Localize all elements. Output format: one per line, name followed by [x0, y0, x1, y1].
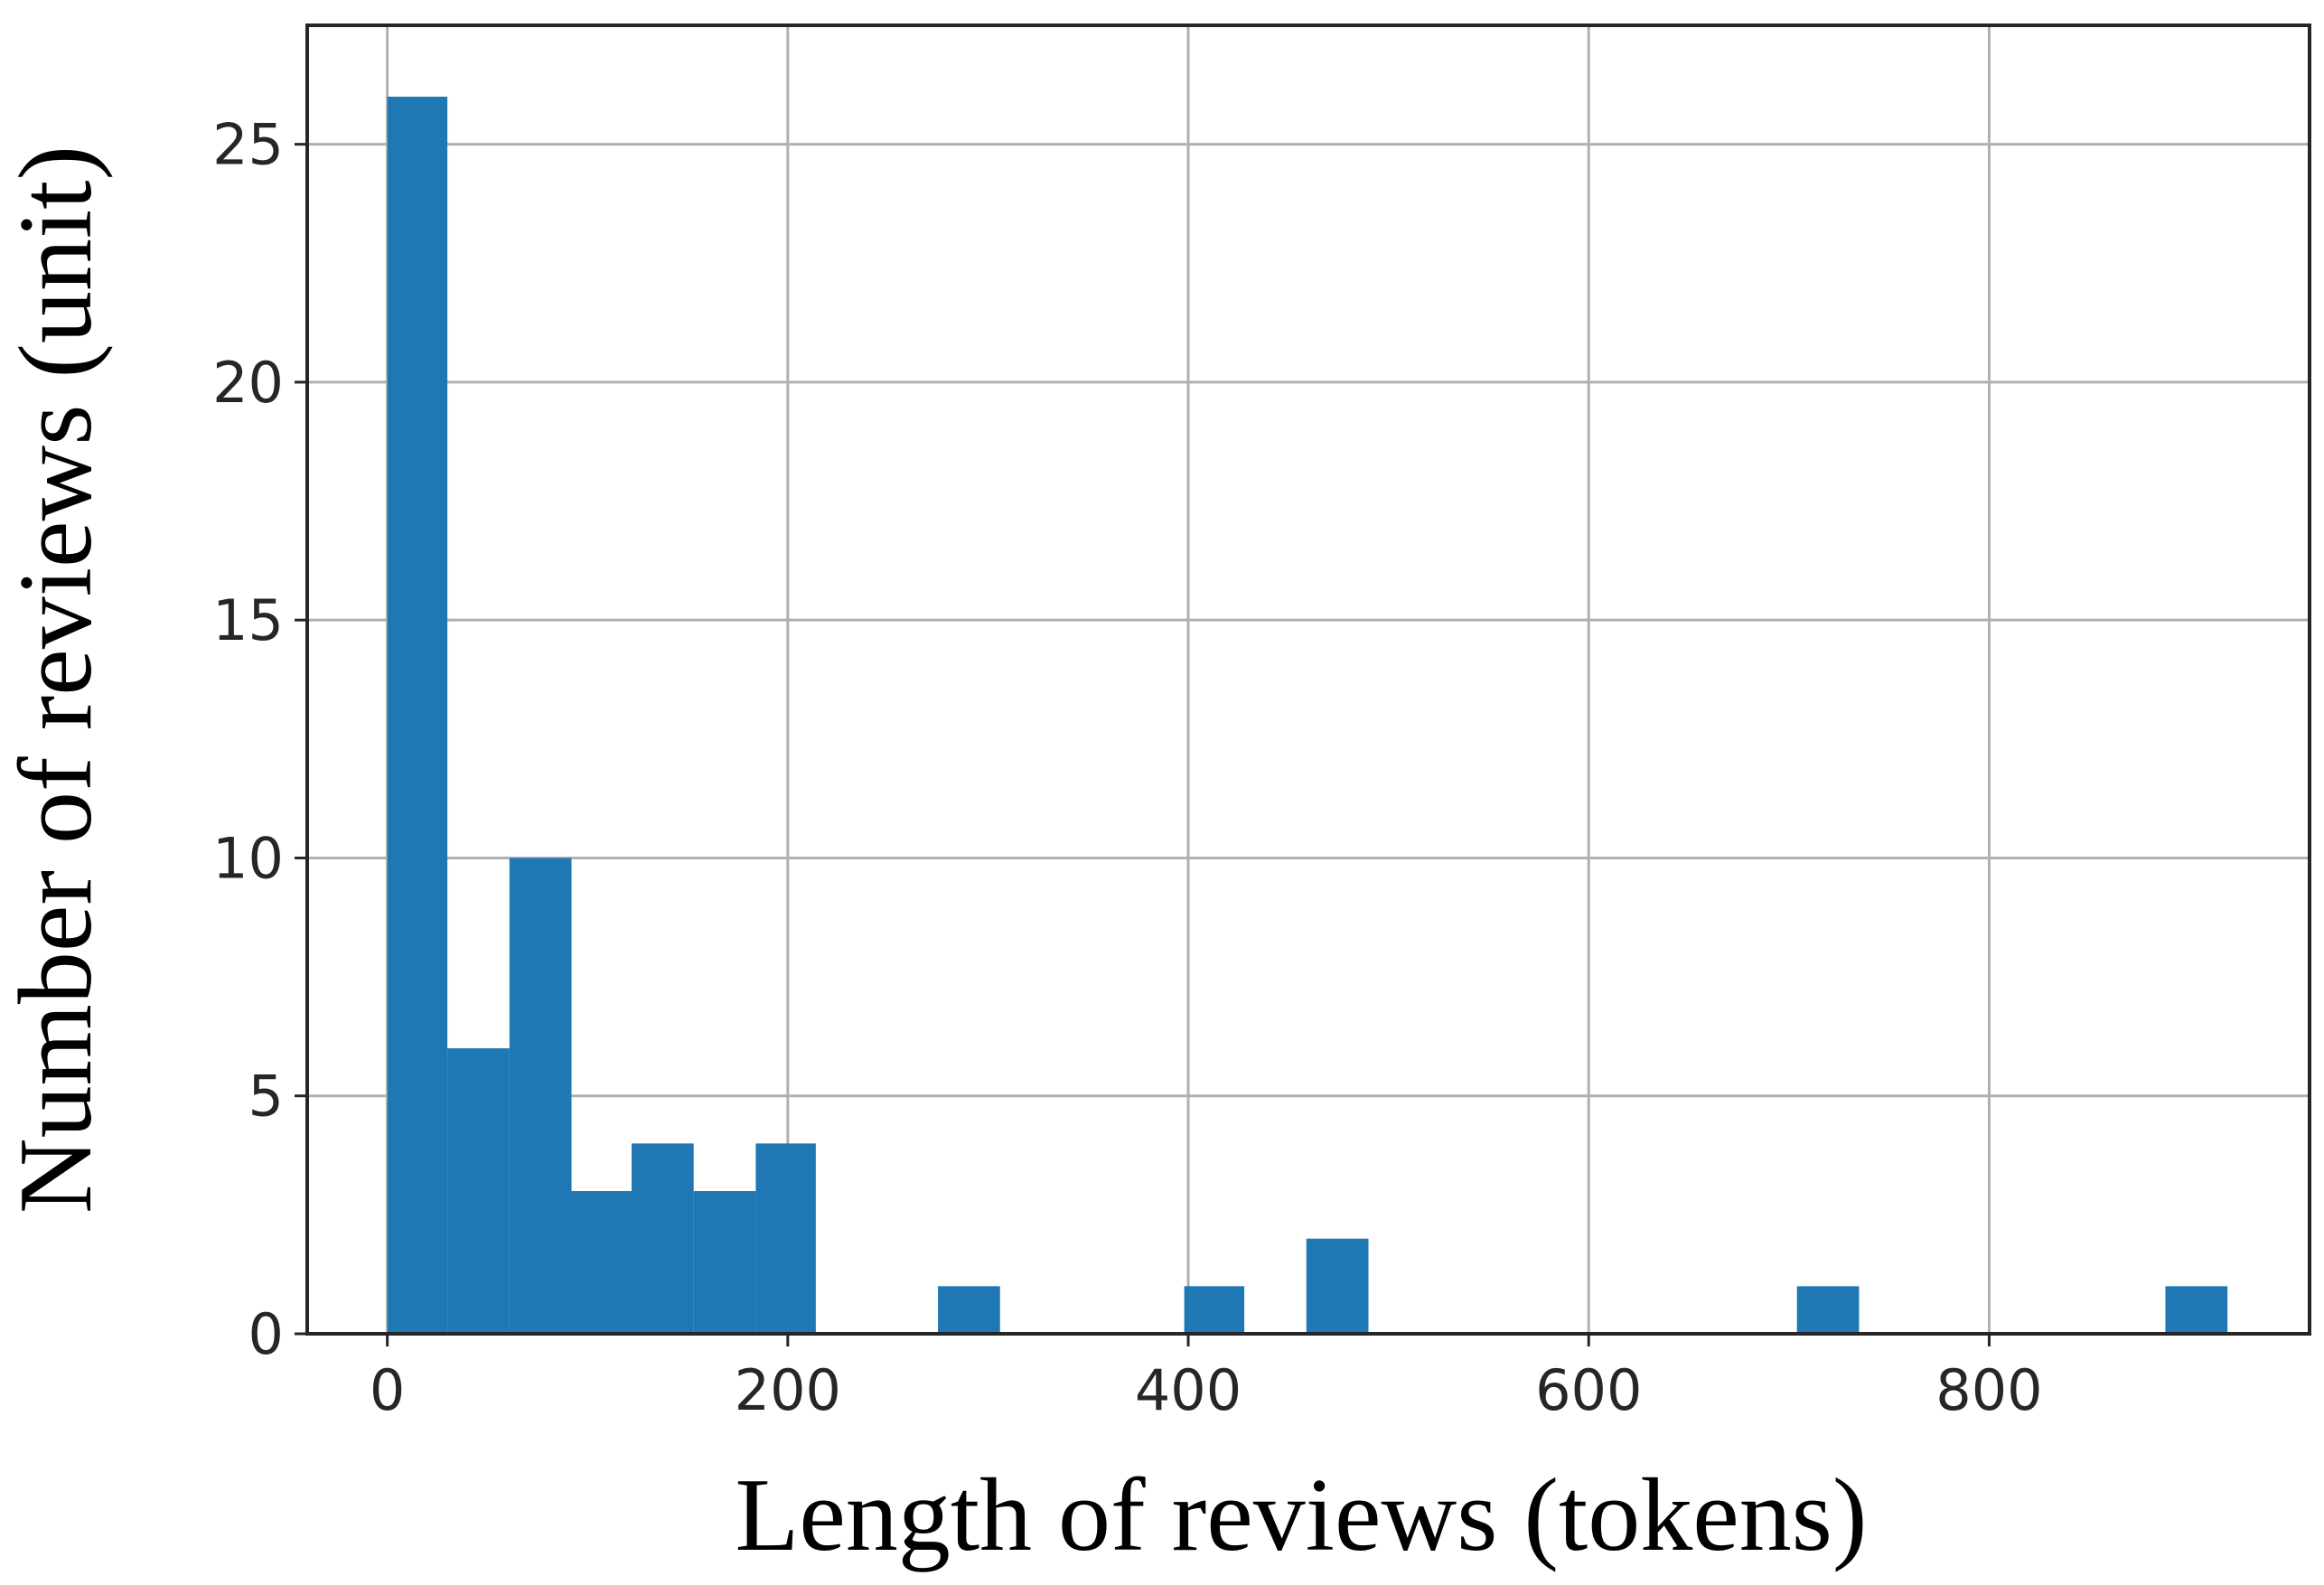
- histogram-bar: [387, 96, 448, 1335]
- plot-frame: [305, 23, 2311, 1336]
- x-tick-label: 200: [735, 1357, 841, 1423]
- x-tick-label: 0: [370, 1357, 405, 1423]
- histogram-bar: [571, 1191, 632, 1334]
- y-tick-label: 15: [212, 587, 284, 653]
- histogram-bar: [447, 1048, 510, 1334]
- y-tick-label: 10: [212, 825, 284, 891]
- y-tick-label: 20: [212, 350, 284, 416]
- x-axis-label: Length of reviews (tokens): [735, 1458, 1867, 1573]
- histogram-bars: [387, 96, 2228, 1335]
- x-tick-label: 600: [1535, 1357, 1642, 1423]
- plot-background: [307, 25, 2310, 1334]
- x-axis-ticks: 0 200 400 600 800: [370, 1334, 2043, 1423]
- x-tick-label: 800: [1935, 1357, 2042, 1423]
- y-tick-label: 5: [248, 1064, 284, 1130]
- y-axis-ticks: 0 5 10 15 20 25: [212, 112, 307, 1367]
- histogram-bar: [938, 1286, 1000, 1334]
- histogram-bar: [1306, 1238, 1369, 1334]
- histogram-bar: [1184, 1286, 1245, 1334]
- histogram-bar: [693, 1191, 756, 1334]
- y-tick-label: 0: [248, 1301, 284, 1367]
- y-axis-label: Number of reviews (unit): [0, 145, 114, 1214]
- histogram-bar: [1796, 1286, 1860, 1334]
- histogram-bar: [755, 1143, 816, 1334]
- y-tick-label: 25: [212, 112, 284, 178]
- histogram-bar: [631, 1143, 694, 1334]
- histogram-bar: [509, 858, 572, 1334]
- x-tick-label: 400: [1135, 1357, 1242, 1423]
- histogram-bar: [2165, 1286, 2228, 1334]
